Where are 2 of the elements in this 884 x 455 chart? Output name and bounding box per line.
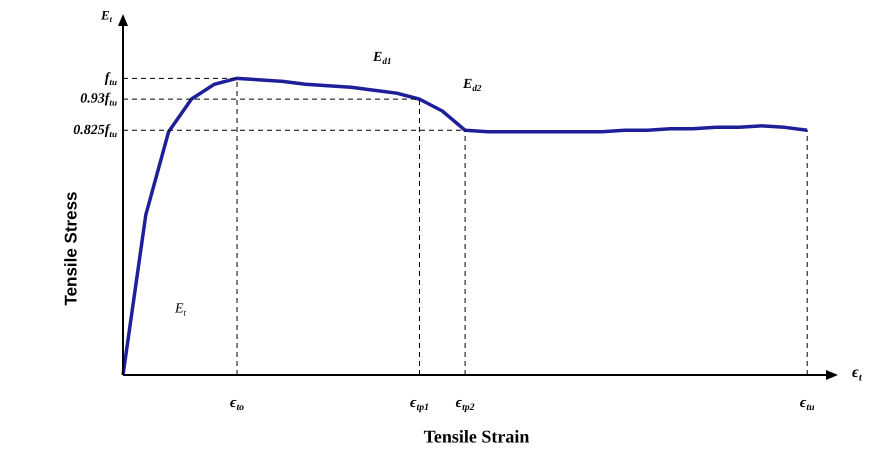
y-axis-title: Tensile Stress [62,191,81,306]
x-axis-title: Tensile Strain [424,426,530,447]
